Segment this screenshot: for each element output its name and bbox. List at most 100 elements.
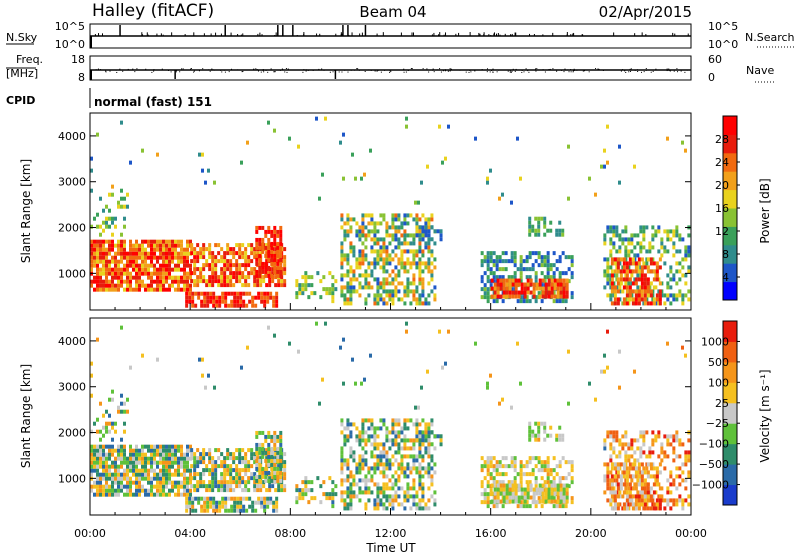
velocity-cell xyxy=(117,484,120,489)
velocity-cell xyxy=(120,476,123,481)
power-cell xyxy=(189,287,192,292)
power-cell xyxy=(615,229,619,234)
power-cell xyxy=(376,249,380,254)
power-cell xyxy=(261,261,265,266)
power-cell xyxy=(642,229,646,234)
velocity-cell xyxy=(649,486,653,491)
power-cell xyxy=(615,277,619,282)
power-cell xyxy=(549,228,553,233)
power-cell xyxy=(376,257,380,262)
velocity-cell xyxy=(205,464,209,469)
power-cell xyxy=(251,303,255,308)
power-cell xyxy=(361,213,365,218)
velocity-cell xyxy=(364,458,368,463)
power-cell xyxy=(120,279,123,284)
nave-dot xyxy=(377,69,379,71)
velocity-cell xyxy=(636,438,640,443)
power-cell xyxy=(226,243,230,248)
velocity-cell xyxy=(415,490,419,495)
power-cell xyxy=(105,279,108,284)
power-cell xyxy=(486,176,489,181)
velocity-cell xyxy=(424,466,428,471)
velocity-cell xyxy=(525,472,529,477)
velocity-cell xyxy=(114,448,117,453)
velocity-cell xyxy=(613,498,617,503)
power-cell xyxy=(150,247,153,252)
velocity-cell xyxy=(177,448,180,453)
velocity-cell xyxy=(561,437,565,442)
velocity-cell xyxy=(120,472,123,477)
velocity-cell xyxy=(625,470,629,475)
power-cell xyxy=(546,275,550,280)
power-cell xyxy=(138,283,141,288)
power-cell xyxy=(117,239,120,244)
velocity-cell xyxy=(93,421,96,426)
velocity-cell xyxy=(102,444,105,449)
power-cell xyxy=(514,278,518,283)
velocity-cell xyxy=(120,448,123,453)
nave-dot xyxy=(181,68,183,70)
power-cell xyxy=(153,271,156,276)
velocity-cell xyxy=(268,484,272,489)
power-cell xyxy=(634,261,638,266)
power-cell xyxy=(273,233,277,238)
power-cell xyxy=(120,196,123,201)
velocity-cell xyxy=(180,448,183,453)
power-cell xyxy=(355,229,359,234)
velocity-cell xyxy=(609,486,613,491)
velocity-cell xyxy=(364,486,368,491)
power-cell xyxy=(489,255,493,260)
power-cell xyxy=(427,301,431,306)
velocity-cell xyxy=(531,456,535,461)
velocity-cell xyxy=(229,476,233,481)
velocity-cell xyxy=(382,486,386,491)
power-cell xyxy=(613,301,617,306)
velocity-cell xyxy=(223,488,227,493)
nave-dot xyxy=(282,69,284,71)
velocity-cell xyxy=(343,502,347,507)
velocity-cell xyxy=(183,492,186,497)
velocity-cell xyxy=(279,454,283,459)
power-cell xyxy=(417,200,420,205)
power-cell xyxy=(418,217,422,222)
velocity-cell xyxy=(361,478,365,483)
power-cell xyxy=(114,263,117,268)
power-cell xyxy=(489,271,493,276)
power-cell xyxy=(240,160,243,165)
power-cell xyxy=(486,275,490,280)
velocity-cell xyxy=(223,484,227,489)
power-cell xyxy=(645,261,649,266)
velocity-cell xyxy=(556,483,560,488)
velocity-cell xyxy=(684,486,688,491)
power-cell xyxy=(355,261,359,266)
velocity-cell xyxy=(400,446,404,451)
velocity-cell xyxy=(495,480,499,485)
power-cell xyxy=(480,279,484,284)
velocity-cell xyxy=(547,491,551,496)
nave-dot xyxy=(287,68,289,70)
power-cell xyxy=(672,297,676,302)
power-cell xyxy=(156,279,159,284)
velocity-cell xyxy=(534,421,538,426)
nave-dot xyxy=(572,71,574,73)
velocity-cell xyxy=(610,466,614,471)
velocity-cell xyxy=(433,498,437,503)
power-cell xyxy=(147,239,150,244)
velocity-cell xyxy=(486,484,490,489)
power-cell xyxy=(272,299,276,304)
velocity-cell xyxy=(430,478,434,483)
power-cell xyxy=(221,295,225,300)
velocity-cell xyxy=(669,498,673,503)
power-cell xyxy=(543,216,547,221)
power-cell xyxy=(267,253,271,258)
nave-dot xyxy=(444,70,446,72)
colorbar-tick-label: 20 xyxy=(715,179,729,192)
velocity-cell xyxy=(233,496,237,501)
colorbar-tick-label: 1000 xyxy=(701,335,729,348)
velocity-cell xyxy=(370,474,374,479)
power-cell xyxy=(186,243,189,248)
velocity-cell xyxy=(480,484,484,489)
power-cell xyxy=(628,293,632,298)
velocity-cell xyxy=(486,472,490,477)
velocity-cell xyxy=(406,446,410,451)
